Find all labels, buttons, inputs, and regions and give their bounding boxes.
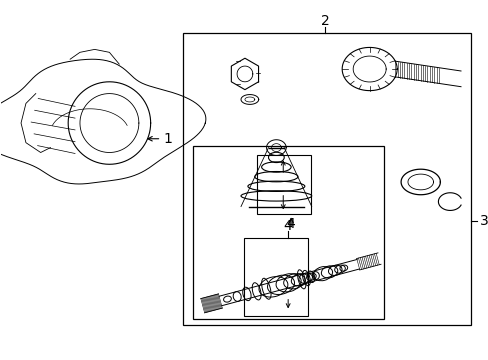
Text: 1: 1 (163, 132, 172, 146)
Text: 2: 2 (321, 14, 329, 28)
Text: 4: 4 (283, 219, 292, 233)
Bar (244, 238, 307, 316)
Bar (256, 156, 310, 214)
Bar (183, 33, 470, 325)
Bar (192, 146, 384, 319)
Text: 4: 4 (286, 217, 295, 231)
Text: 3: 3 (479, 214, 488, 228)
